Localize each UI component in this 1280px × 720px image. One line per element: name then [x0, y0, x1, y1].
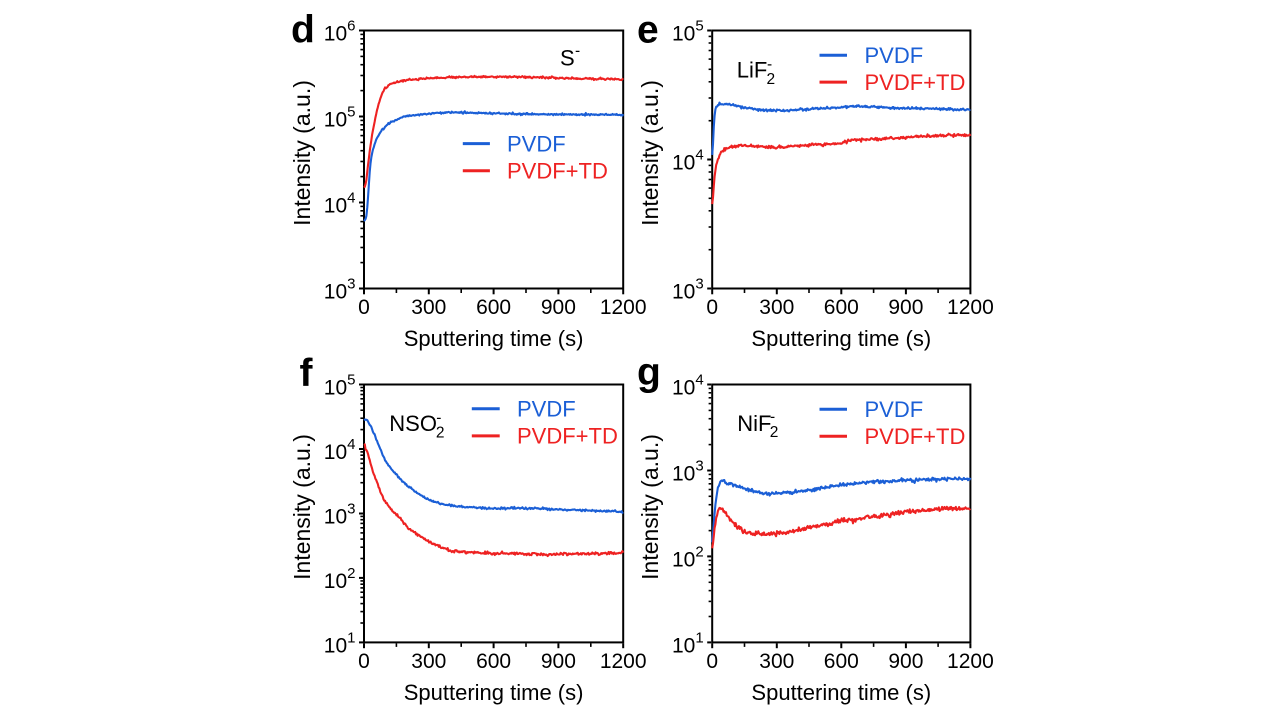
svg-text:300: 300 [411, 296, 446, 319]
svg-text:-: - [436, 409, 441, 426]
svg-text:NSO: NSO [389, 411, 437, 436]
svg-text:300: 300 [411, 650, 446, 673]
svg-text:Intensity (a.u.): Intensity (a.u.) [637, 80, 663, 226]
svg-text:900: 900 [888, 650, 923, 673]
svg-text:-: - [770, 409, 775, 426]
svg-text:300: 300 [759, 650, 794, 673]
svg-text:e: e [637, 9, 659, 52]
svg-text:600: 600 [824, 296, 859, 319]
svg-text:Intensity (a.u.): Intensity (a.u.) [289, 80, 315, 226]
svg-text:2: 2 [436, 424, 445, 441]
svg-text:-: - [767, 56, 772, 73]
svg-text:1200: 1200 [947, 296, 994, 319]
svg-text:0: 0 [358, 650, 370, 673]
svg-text:S: S [560, 46, 575, 71]
svg-text:Sputtering time (s): Sputtering time (s) [751, 680, 931, 705]
svg-text:Sputtering time (s): Sputtering time (s) [404, 680, 584, 705]
svg-text:0: 0 [706, 650, 718, 673]
svg-text:PVDF+TD: PVDF+TD [865, 70, 966, 95]
svg-text:900: 900 [888, 296, 923, 319]
svg-text:PVDF: PVDF [865, 397, 924, 422]
svg-text:600: 600 [476, 650, 511, 673]
svg-text:NiF: NiF [737, 411, 771, 436]
svg-text:Intensity (a.u.): Intensity (a.u.) [289, 434, 315, 580]
svg-text:g: g [637, 351, 661, 394]
svg-text:900: 900 [541, 296, 576, 319]
svg-text:Intensity (a.u.): Intensity (a.u.) [637, 434, 663, 580]
svg-text:PVDF: PVDF [865, 43, 924, 68]
svg-text:1200: 1200 [600, 296, 647, 319]
svg-text:PVDF+TD: PVDF+TD [507, 159, 608, 184]
svg-text:Sputtering time (s): Sputtering time (s) [751, 326, 931, 351]
svg-text:f: f [300, 352, 314, 395]
svg-text:0: 0 [358, 296, 370, 319]
svg-text:2: 2 [767, 71, 776, 88]
svg-text:600: 600 [824, 650, 859, 673]
svg-text:PVDF+TD: PVDF+TD [865, 424, 966, 449]
svg-text:1200: 1200 [947, 650, 994, 673]
svg-text:LiF: LiF [737, 58, 768, 83]
svg-text:2: 2 [770, 424, 779, 441]
svg-text:0: 0 [706, 296, 718, 319]
svg-text:PVDF: PVDF [517, 397, 576, 422]
svg-text:105: 105 [672, 18, 704, 46]
svg-text:PVDF+TD: PVDF+TD [517, 424, 618, 449]
svg-text:900: 900 [541, 650, 576, 673]
svg-text:-: - [575, 43, 580, 60]
svg-text:300: 300 [759, 296, 794, 319]
svg-text:PVDF: PVDF [507, 131, 566, 156]
svg-text:Sputtering time (s): Sputtering time (s) [404, 326, 584, 351]
svg-text:d: d [291, 9, 315, 52]
svg-text:1200: 1200 [600, 650, 647, 673]
svg-text:600: 600 [476, 296, 511, 319]
